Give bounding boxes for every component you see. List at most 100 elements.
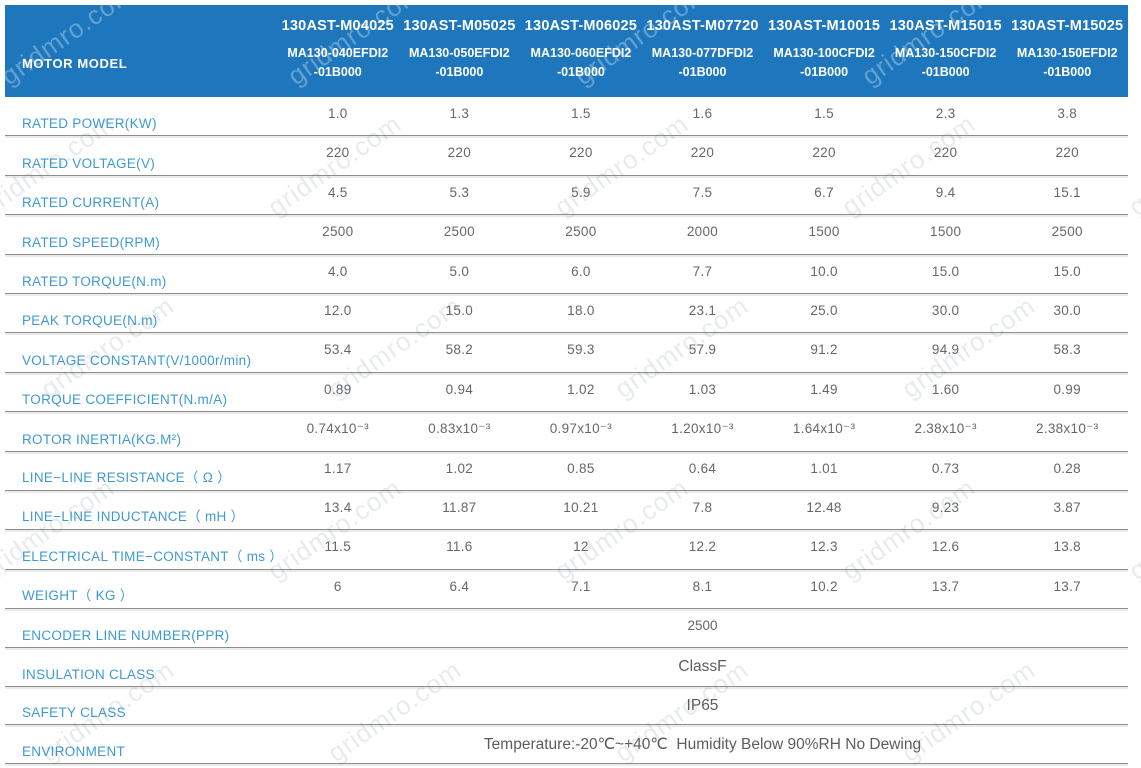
- spec-value: 18.0: [567, 302, 595, 318]
- spec-value: 0.89: [324, 381, 352, 397]
- spec-value: 7.7: [692, 263, 713, 279]
- spec-value: 6.4: [449, 578, 470, 594]
- model-name: 130AST-M07720: [646, 18, 759, 34]
- spec-value: 94.9: [931, 342, 960, 358]
- spec-value: 12.0: [324, 302, 352, 318]
- spec-value: 15.0: [1053, 263, 1081, 279]
- spec-value: 1.20x10⁻³: [671, 421, 734, 437]
- row-label: PEAK TORQUE(N.m): [22, 313, 158, 329]
- spec-row: ROTOR INERTIA(KG.M²) 0.74x10⁻³ 0.83x10⁻³ 0.…: [5, 412, 1128, 452]
- spec-value: 59.3: [567, 342, 595, 358]
- column-header: 130AST-M10015 MA130-100CFDI2 -01B000: [763, 5, 885, 97]
- spec-row: RATED VOLTAGE(V) 220 220 220 220 220 220 220: [5, 136, 1128, 176]
- spec-value: 2500: [322, 224, 354, 240]
- spec-value-merged: Temperature:-20℃~+40℃ Humidity Below 90%…: [483, 736, 922, 754]
- spec-value: 220: [447, 145, 472, 161]
- spec-value: 58.3: [1053, 342, 1081, 358]
- spec-value: 25.0: [810, 302, 838, 318]
- spec-value: 6.7: [814, 184, 834, 200]
- column-header: 130AST-M05025 MA130-050EFDI2 -01B000: [399, 5, 521, 97]
- spec-row-merged: INSULATION CLASS ClassF: [5, 648, 1128, 687]
- row-label: RATED VOLTAGE(V): [22, 155, 156, 171]
- column-header: 130AST-M04025 MA130-040EFDI2 -01B000: [277, 5, 399, 97]
- row-label: RATED CURRENT(A): [22, 195, 160, 211]
- table-body: RATED POWER(KW) 1.0 1.3 1.5 1.6 1.5 2.3 3.8 RATE…: [5, 97, 1128, 765]
- spec-value: 220: [690, 145, 715, 161]
- spec-value: 220: [326, 145, 350, 161]
- spec-value: 7.8: [692, 499, 713, 515]
- spec-value: 10.2: [810, 578, 838, 594]
- spec-row: RATED POWER(KW) 1.0 1.3 1.5 1.6 1.5 2.3 3.8: [5, 97, 1128, 137]
- table-header: gridmro.com gridmro.com gridmro.com gridmro…: [5, 5, 1128, 97]
- spec-value: 13.8: [1053, 539, 1081, 555]
- row-label: RATED SPEED(RPM): [22, 234, 161, 250]
- spec-value: 1.6: [692, 106, 713, 121]
- spec-value: 1.17: [324, 460, 352, 476]
- spec-row: PEAK TORQUE(N.m) 12.0 15.0 18.0 23.1 25.0 30.0…: [5, 294, 1128, 334]
- spec-value: 12: [573, 539, 589, 555]
- spec-value: 2500: [565, 224, 597, 240]
- spec-value: 15.0: [931, 263, 960, 279]
- spec-row: RATED CURRENT(A) 4.5 5.3 5.9 7.5 6.7 9.4 15.1: [5, 176, 1128, 216]
- spec-value-merged: ClassF: [678, 657, 727, 675]
- spec-value: 220: [933, 145, 958, 161]
- row-label: ROTOR INERTIA(KG.M²): [22, 431, 182, 447]
- spec-value: 220: [812, 145, 836, 161]
- row-label: ELECTRICAL TIME−CONSTANT（ ms ）: [22, 548, 284, 564]
- spec-value: 1.3: [449, 106, 470, 121]
- spec-value: 1.0: [327, 106, 348, 121]
- model-name: 130AST-M05025: [403, 18, 516, 34]
- spec-value: 12.48: [806, 499, 842, 515]
- row-label: VOLTAGE CONSTANT(V/1000r/min): [22, 352, 252, 368]
- spec-value: 0.97x10⁻³: [549, 421, 613, 437]
- row-label: SAFETY CLASS: [22, 705, 126, 721]
- spec-value: 8.1: [692, 578, 713, 594]
- row-label: WEIGHT（ KG ）: [22, 588, 134, 604]
- spec-value: 4.5: [327, 184, 348, 200]
- spec-value: 0.94: [445, 381, 474, 397]
- spec-value: 1.5: [571, 106, 591, 121]
- part-number: MA130-050EFDI2 -01B000: [408, 46, 510, 79]
- spec-value: 9.23: [931, 499, 960, 515]
- spec-value: 57.9: [688, 342, 717, 358]
- spec-value: 11.6: [446, 539, 473, 555]
- spec-value: 0.83x10⁻³: [428, 421, 491, 437]
- model-name: 130AST-M10015: [767, 18, 881, 34]
- spec-value: 0.99: [1053, 381, 1081, 397]
- spec-value: 6.0: [571, 263, 591, 279]
- part-number: MA130-150CFDI2 -01B000: [894, 46, 997, 79]
- spec-value: 10.21: [563, 499, 599, 515]
- spec-value: 2500: [443, 224, 475, 240]
- spec-value: 11.87: [442, 499, 477, 515]
- column-header: 130AST-M15015 MA130-150CFDI2 -01B000: [885, 5, 1007, 97]
- spec-row: LINE−LINE INDUCTANCE（ mH ） 13.4 11.87 10.21…: [5, 491, 1128, 531]
- model-name: 130AST-M15025: [1011, 18, 1124, 34]
- spec-value: 0.85: [567, 460, 595, 476]
- spec-value: 0.74x10⁻³: [306, 421, 369, 437]
- spec-value: 5.9: [571, 184, 591, 200]
- spec-value: 30.0: [931, 302, 960, 318]
- column-header: 130AST-M15025 MA130-150EFDI2 -01B000: [1006, 5, 1128, 97]
- spec-value: 53.4: [324, 342, 352, 358]
- spec-value: 2000: [686, 224, 719, 240]
- column-header: 130AST-M07720 MA130-077DFDI2 -01B000: [642, 5, 764, 97]
- spec-value: 11.5: [324, 539, 352, 555]
- spec-value: 3.8: [1057, 106, 1078, 121]
- spec-row: RATED TORQUE(N.m) 4.0 5.0 6.0 7.7 10.0 15.0 15.…: [5, 255, 1128, 294]
- spec-value: 15.1: [1053, 184, 1081, 200]
- spec-value: 91.2: [810, 342, 838, 358]
- spec-value: 1.5: [814, 106, 834, 121]
- spec-value: 9.4: [935, 184, 956, 200]
- model-name: 130AST-M04025: [281, 18, 394, 34]
- spec-value: 4.0: [327, 263, 348, 279]
- spec-value: 12.3: [810, 539, 838, 555]
- spec-value: 6: [333, 578, 342, 594]
- spec-row-merged: ENCODER LINE NUMBER(PPR) 2500: [5, 609, 1128, 648]
- spec-row: LINE−LINE RESISTANCE（ Ω ） 1.17 1.02 0.85 0.6…: [5, 452, 1128, 491]
- spec-row-merged: ENVIRONMENT Temperature:-20℃~+40℃ Humidit…: [5, 725, 1128, 765]
- spec-value: 13.7: [1053, 578, 1081, 594]
- spec-value: 15.0: [445, 302, 474, 318]
- spec-value: 13.7: [931, 578, 960, 594]
- model-name: 130AST-M15015: [889, 18, 1002, 34]
- model-name: 130AST-M06025: [524, 18, 638, 34]
